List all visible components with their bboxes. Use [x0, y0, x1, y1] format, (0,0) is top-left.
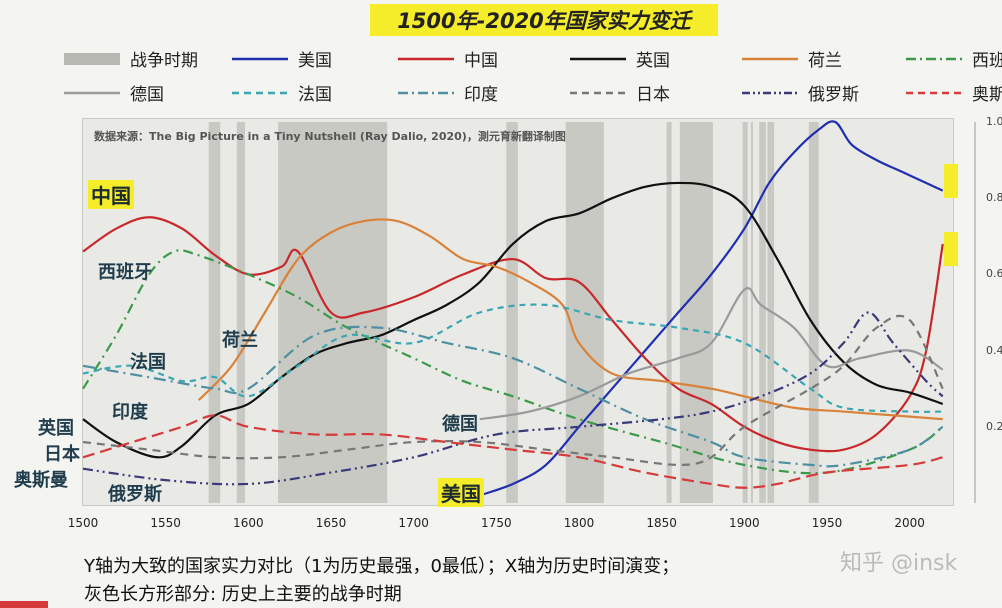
china-end-highlight [944, 232, 958, 266]
y-tick-label: 0.2 [986, 419, 1002, 433]
series-line-法国 [82, 303, 943, 413]
legend-item: 法国 [232, 80, 332, 105]
legend-swatch [64, 91, 120, 94]
x-tick-label: 1700 [398, 516, 429, 530]
label-uk: 英国 [38, 418, 74, 439]
legend-label: 战争时期 [130, 51, 198, 71]
legend-label: 法国 [298, 85, 332, 105]
legend-label: 中国 [464, 51, 498, 71]
legend-swatch [64, 52, 120, 65]
progress-bar [0, 601, 48, 608]
war-period-band [750, 122, 753, 503]
usa-end-highlight [944, 164, 958, 198]
label-india: 印度 [112, 402, 148, 423]
x-tick-label: 1950 [811, 516, 843, 530]
war-period-band [742, 122, 748, 503]
label-china: 中国 [88, 180, 134, 209]
legend-label: 印度 [464, 85, 498, 105]
y-tick-label: 1.0 [986, 115, 1002, 128]
war-period-band [236, 122, 246, 503]
footer-line-1: Y轴为大致的国家实力对比（1为历史最强，0最低）；X轴为历史时间演变； [84, 556, 680, 577]
x-tick-label: 1750 [481, 516, 512, 530]
label-spain: 西班牙 [98, 262, 152, 283]
legend-swatch [570, 91, 626, 94]
x-tick-label: 2000 [894, 516, 925, 530]
legend-label: 俄罗斯 [808, 85, 859, 105]
label-netherlands: 荷兰 [222, 330, 258, 351]
label-russia: 俄罗斯 [108, 484, 162, 505]
source-note: 数据来源：The Big Picture in a Tiny Nutshell … [94, 130, 566, 143]
chart-area [82, 118, 954, 506]
watermark: 知乎 @insk [840, 551, 958, 576]
legend-swatch [742, 91, 798, 94]
series-line-荷兰 [197, 218, 943, 421]
war-period-band [808, 122, 819, 503]
x-tick-label: 1500 [67, 516, 99, 530]
series-line-印度 [82, 325, 944, 468]
label-germany: 德国 [442, 414, 478, 435]
legend-swatch [232, 57, 288, 60]
x-tick-label: 1800 [563, 516, 595, 530]
war-period-band [666, 122, 672, 503]
legend-swatch [570, 57, 626, 60]
x-tick-label: 1900 [729, 516, 760, 530]
legend-item: 美国 [232, 46, 332, 71]
legend-label: 日本 [636, 85, 670, 105]
y-tick-label: 0.6 [986, 267, 1002, 281]
legend-label: 荷兰 [808, 51, 842, 71]
series-line-日本 [82, 314, 944, 467]
legend-swatch [398, 57, 454, 60]
legend-label: 西班 [972, 51, 1002, 71]
y-tick-label: 0.8 [986, 191, 1002, 205]
y-tick-label: 0.4 [986, 343, 1002, 357]
legend-swatch [906, 57, 962, 60]
legend-item: 西班 [906, 46, 1002, 71]
war-period-band [506, 122, 518, 503]
legend-item: 俄罗斯 [742, 80, 859, 105]
legend-label: 德国 [130, 85, 164, 105]
x-tick-label: 1650 [315, 516, 347, 530]
legend-item: 英国 [570, 46, 670, 71]
legend-item: 中国 [398, 46, 498, 71]
x-tick-label: 1600 [233, 516, 264, 530]
legend-item: 奥斯 [906, 80, 1002, 105]
legend-item: 荷兰 [742, 46, 842, 71]
legend-swatch [906, 91, 962, 94]
series-line-俄罗斯 [82, 311, 944, 486]
war-period-band [208, 122, 221, 503]
legend-item: 德国 [64, 80, 164, 105]
x-tick-label: 1550 [150, 516, 181, 530]
legend-label: 英国 [636, 51, 670, 71]
label-ottoman: 奥斯曼 [14, 470, 68, 491]
legend-item: 日本 [570, 80, 670, 105]
series-line-英国 [82, 181, 944, 459]
legend-swatch [742, 57, 798, 60]
series-line-奥斯 [82, 414, 943, 489]
war-period-band [759, 122, 766, 503]
series-line-美国 [479, 120, 944, 497]
x-tick-label: 1850 [646, 516, 677, 530]
war-period-band [679, 122, 713, 503]
label-usa: 美国 [438, 478, 484, 507]
chart-title: 1500年-2020年国家实力变迁 [370, 4, 718, 36]
legend-swatch [232, 91, 288, 94]
label-japan: 日本 [44, 444, 80, 465]
series-line-中国 [82, 216, 944, 453]
legend-swatch [398, 91, 454, 94]
footer-line-2: 灰色长方形部分: 历史上主要的战争时期 [84, 584, 402, 605]
legend-label: 奥斯 [972, 85, 1002, 105]
legend-item: 战争时期 [64, 46, 198, 71]
legend-label: 美国 [298, 51, 332, 71]
series-line-西班 [82, 249, 944, 475]
series-line-德国 [479, 287, 944, 421]
label-france: 法国 [130, 352, 166, 373]
legend-item: 印度 [398, 80, 498, 105]
